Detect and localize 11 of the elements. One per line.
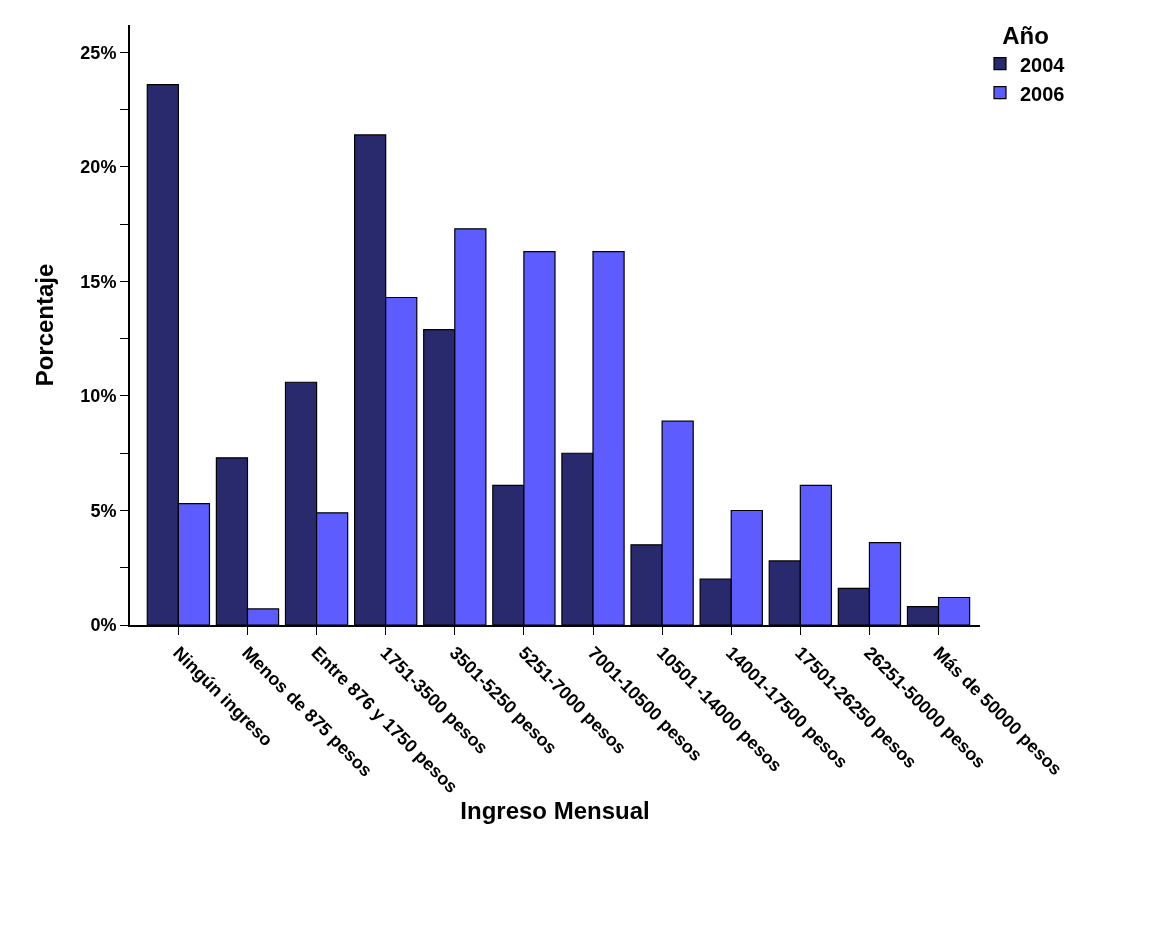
y-tick-label: 10% — [80, 386, 117, 407]
x-axis-title: Ingreso Mensual — [460, 796, 650, 824]
legend-label: 2004 — [1020, 53, 1066, 76]
y-tick-label: 25% — [80, 42, 117, 63]
y-tick-label: 20% — [80, 157, 117, 178]
legend-title: Año — [1002, 22, 1049, 50]
y-tick-label: 0% — [90, 615, 117, 636]
y-axis-title: Porcentaje — [30, 263, 58, 387]
y-tick-label: 15% — [80, 271, 117, 292]
y-tick-label: 5% — [90, 500, 117, 521]
legend-label: 2006 — [1020, 82, 1065, 105]
